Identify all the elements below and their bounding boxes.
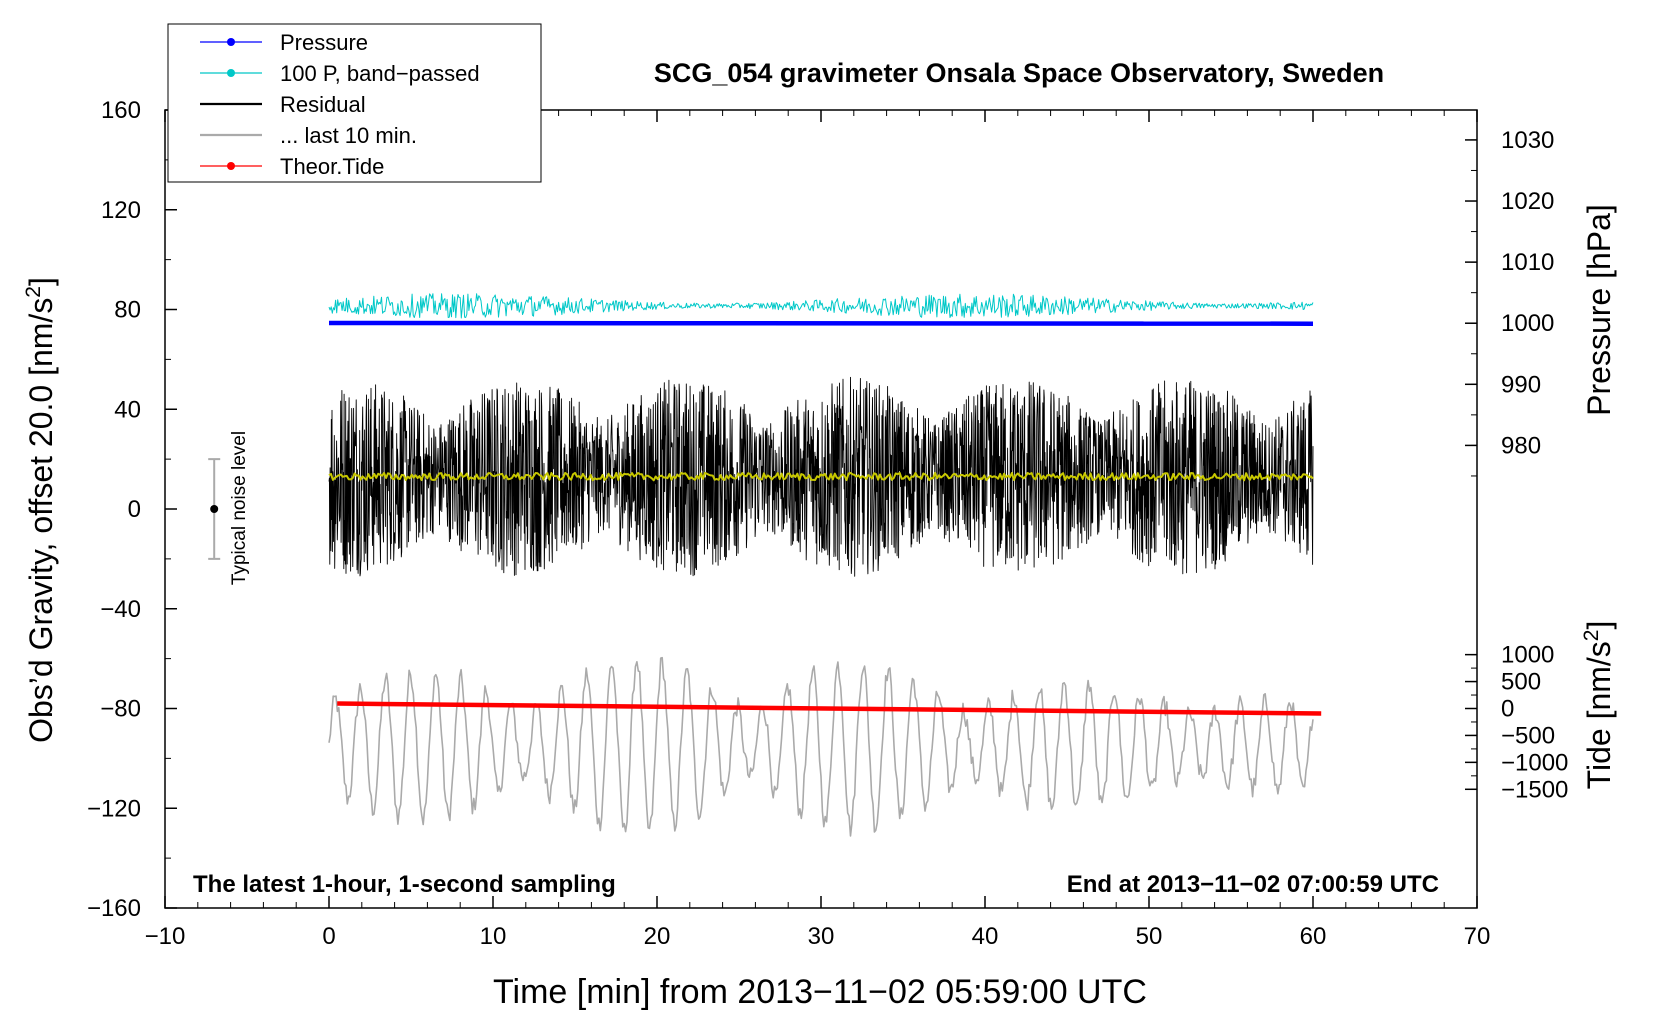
x-tick-label: 50 xyxy=(1136,923,1163,950)
legend-label: 100 P, band−passed xyxy=(280,61,480,86)
x-tick-label: 10 xyxy=(480,923,507,950)
series-pressure xyxy=(328,320,1314,326)
legend-marker xyxy=(227,69,235,77)
x-tick-label: −10 xyxy=(145,923,186,950)
y-axis-label-tide-end: ] xyxy=(1581,621,1617,630)
legend-label: ... last 10 min. xyxy=(280,123,417,148)
x-tick-label: 60 xyxy=(1300,923,1327,950)
series-band-passed-pressure xyxy=(328,293,1314,319)
x-tick-label: 30 xyxy=(808,923,835,950)
y-axis-label-tide: Tide [nm/s2] xyxy=(1580,621,1617,790)
tide-tick-label: 0 xyxy=(1501,696,1514,723)
y-axis-label-pressure: Pressure [hPa] xyxy=(1581,204,1617,416)
tide-tick-label: −1500 xyxy=(1501,776,1568,803)
y-tick-label: −120 xyxy=(87,795,141,822)
pressure-tick-label: 1010 xyxy=(1501,249,1554,276)
y-axis-label-gravity: Obs’d Gravity, offset 20.0 [nm/s2] xyxy=(22,277,59,743)
y-axis-label-gravity-sup: 2 xyxy=(22,286,45,298)
y-tick-label: 80 xyxy=(114,297,141,324)
y-tick-label: −80 xyxy=(100,696,141,723)
series-residual xyxy=(328,376,1314,577)
x-tick-label: 20 xyxy=(644,923,671,950)
series-group xyxy=(328,293,1322,837)
pressure-tick-label: 1020 xyxy=(1501,188,1554,215)
legend-marker xyxy=(227,162,235,170)
y-tick-label: 160 xyxy=(101,97,141,124)
pressure-tick-label: 1030 xyxy=(1501,127,1554,154)
pressure-tick-label: 990 xyxy=(1501,371,1541,398)
legend-label: Residual xyxy=(280,92,366,117)
annotation-end-time: End at 2013−11−02 07:00:59 UTC xyxy=(1067,871,1439,898)
y-tick-label: 40 xyxy=(114,396,141,423)
legend-marker xyxy=(227,38,235,46)
noise-level-label: Typical noise level xyxy=(229,431,250,585)
legend: Pressure 100 P, band−passed Residual ... la… xyxy=(167,23,542,183)
y-axis-label-gravity-end: ] xyxy=(23,277,59,286)
axis-ticks: −10 0 10 20 30 40 50 60 7016012080400−40−80−120−… xyxy=(87,97,1568,950)
y-tick-label: 0 xyxy=(128,496,141,523)
tide-tick-label: 1000 xyxy=(1501,642,1554,669)
x-tick-label: 0 xyxy=(322,923,335,950)
noise-level-indicator xyxy=(208,458,221,560)
x-axis-label: Time [min] from 2013−11−02 05:59:00 UTC xyxy=(493,973,1147,1011)
noise-bar-center-dot xyxy=(210,505,219,513)
series-smoothed-residual xyxy=(328,471,1314,482)
x-tick-label: 40 xyxy=(972,923,999,950)
annotation-sampling: The latest 1-hour, 1-second sampling xyxy=(193,871,616,898)
tide-tick-label: 500 xyxy=(1501,669,1541,696)
legend-label: Pressure xyxy=(280,30,368,55)
series-last-10-min xyxy=(328,656,1314,837)
y-tick-label: −40 xyxy=(100,596,141,623)
x-tick-label: 70 xyxy=(1464,923,1491,950)
y-axis-label-gravity-text: Obs’d Gravity, offset 20.0 [nm/s xyxy=(23,298,59,743)
tide-tick-label: −500 xyxy=(1501,722,1555,749)
legend-label: Theor.Tide xyxy=(280,154,384,179)
pressure-tick-label: 1000 xyxy=(1501,310,1554,337)
y-axis-label-tide-text: Tide [nm/s xyxy=(1581,641,1617,789)
y-tick-label: −160 xyxy=(87,895,141,922)
series-theor-tide xyxy=(337,701,1322,716)
pressure-tick-label: 980 xyxy=(1501,432,1541,459)
chart-title: SCG_054 gravimeter Onsala Space Observat… xyxy=(654,58,1384,88)
y-axis-label-tide-sup: 2 xyxy=(1580,630,1603,642)
y-tick-label: 120 xyxy=(101,197,141,224)
tide-tick-label: −1000 xyxy=(1501,749,1568,776)
